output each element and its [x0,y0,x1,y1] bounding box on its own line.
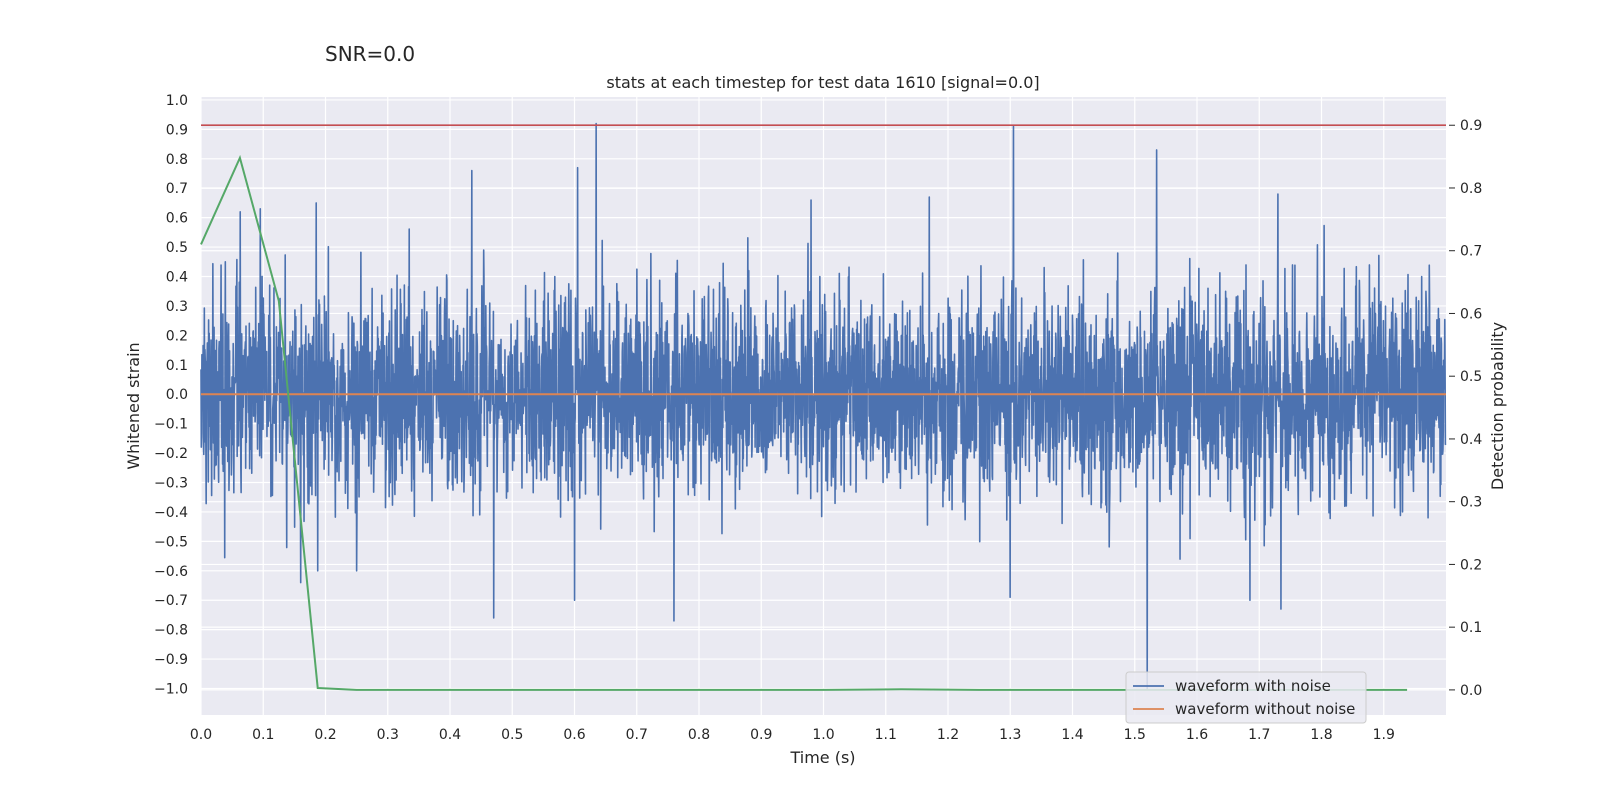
y-tick-label: 0.1 [166,358,188,374]
legend: waveform with noise waveform without noi… [1125,671,1367,724]
y-tick-label: −0.3 [154,476,188,492]
x-tick-label: 1.4 [1061,727,1083,743]
y-tick-label: 0.3 [166,299,188,315]
y-tick-label: −0.5 [154,534,188,550]
y2-axis-label: Detection probability [1488,322,1507,490]
x-tick-label: 0.3 [377,727,399,743]
x-tick-label: 1.2 [937,727,959,743]
x-tick-label: 1.6 [1186,727,1208,743]
y-tick-label: −0.6 [154,564,188,580]
y2-ticks: 0.9 0.8 0.7 0.6 0.5 0.4 0.3 0.2 0.1 0.0 [1449,118,1482,699]
y-ticks: 1.0 0.9 0.8 0.7 0.6 0.5 0.4 0.3 0.2 0.1 0.0 −0.1 −0.… [154,93,188,698]
x-tick-label: 0.1 [252,727,274,743]
y2-tick-label: 0.9 [1460,118,1482,134]
x-tick-label: 0.5 [501,727,523,743]
x-tick-label: 0.2 [314,727,336,743]
x-tick-label: 1.3 [999,727,1021,743]
y-tick-label: −0.7 [154,593,188,609]
y-tick-label: 1.0 [166,93,188,109]
x-tick-label: 0.9 [750,727,772,743]
y-tick-label: −0.1 [154,417,188,433]
y-tick-label: 0.9 [166,122,188,138]
y-tick-label: −0.9 [154,652,188,668]
x-tick-label: 0.7 [626,727,648,743]
x-tick-label: 1.9 [1373,727,1395,743]
figure-suptitle: SNR=0.0 [325,42,416,66]
waveform-with-noise-line [200,122,1447,690]
x-tick-label: 0.0 [190,727,212,743]
y2-tick-label: 0.6 [1460,306,1482,322]
y2-tick-label: 0.5 [1460,369,1482,385]
y-tick-label: 0.2 [166,328,188,344]
y2-tick-label: 0.0 [1460,683,1482,699]
y2-tick-label: 0.1 [1460,620,1482,636]
y2-tick-label: 0.4 [1460,432,1482,448]
x-tick-label: 1.5 [1124,727,1146,743]
chart-title: stats at each timestep for test data 161… [606,73,1039,92]
legend-label-noisy: waveform with noise [1175,677,1331,695]
x-tick-label: 1.7 [1248,727,1270,743]
y-tick-label: 0.5 [166,240,188,256]
y2-tick-label: 0.7 [1460,244,1482,260]
y-tick-label: 0.8 [166,152,188,168]
y-tick-label: −1.0 [154,682,188,698]
y2-tick-label: 0.2 [1460,557,1482,573]
y-tick-label: −0.2 [154,446,188,462]
x-tick-label: 1.0 [812,727,834,743]
y-tick-label: −0.4 [154,505,188,521]
y-tick-label: 0.7 [166,181,188,197]
x-tick-label: 0.4 [439,727,461,743]
y2-tick-label: 0.8 [1460,181,1482,197]
y-axis-label: Whitened strain [124,342,143,469]
y-tick-label: 0.4 [166,270,188,286]
x-axis-label: Time (s) [789,748,855,767]
y-tick-label: −0.8 [154,623,188,639]
legend-label-clean: waveform without noise [1175,700,1355,718]
x-tick-label: 0.8 [688,727,710,743]
y-tick-label: 0.6 [166,211,188,227]
y-tick-label: 0.0 [166,387,188,403]
x-tick-label: 1.1 [875,727,897,743]
y2-tick-label: 0.3 [1460,495,1482,511]
x-ticks: 0.0 0.1 0.2 0.3 0.4 0.5 0.6 0.7 0.8 0.9 1.0 1.1 1.2 1… [190,727,1395,743]
x-tick-label: 1.8 [1310,727,1332,743]
legend-box [1125,671,1367,724]
x-tick-label: 0.6 [563,727,585,743]
